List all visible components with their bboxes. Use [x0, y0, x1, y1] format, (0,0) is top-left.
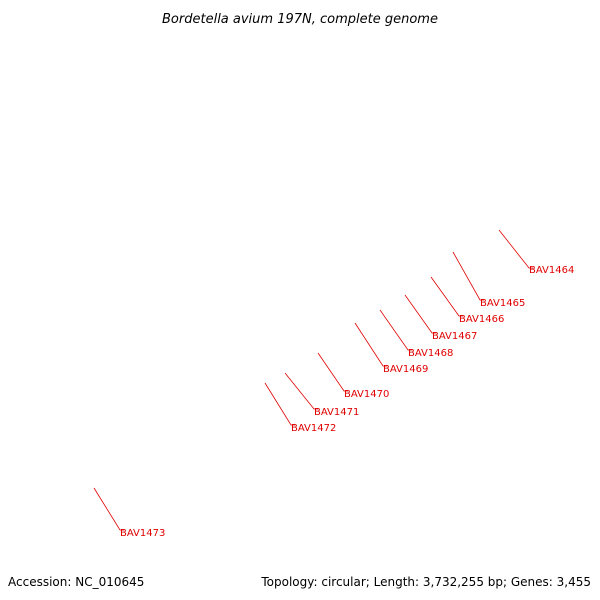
gene-label-bav1470[interactable]: BAV1470: [344, 389, 389, 400]
gene-label-bav1465[interactable]: BAV1465: [480, 298, 525, 309]
leader-line: [93, 487, 124, 531]
gene-label-bav1467[interactable]: BAV1467: [432, 331, 477, 342]
gene-label-bav1466[interactable]: BAV1466: [459, 314, 504, 325]
gene-label-bav1472[interactable]: BAV1472: [291, 423, 336, 434]
leader-line: [452, 251, 484, 301]
leader-line: [317, 352, 348, 392]
gene-labels: BAV1464 BAV1465 BAV1466 BAV1467 BAV1468 …: [120, 265, 574, 539]
gene-label-bav1471[interactable]: BAV1471: [314, 407, 359, 418]
leader-line: [498, 229, 533, 269]
gene-leader-lines: [93, 229, 533, 531]
leader-line: [264, 382, 295, 426]
leader-line: [354, 322, 387, 367]
genome-summary-text: Topology: circular; Length: 3,732,255 bp…: [260, 575, 591, 589]
map-title: Bordetella avium 197N, complete genome: [162, 12, 438, 27]
gene-label-bav1469[interactable]: BAV1469: [383, 364, 428, 375]
leader-line: [404, 294, 436, 334]
gene-label-bav1473[interactable]: BAV1473: [120, 528, 165, 539]
gene-label-bav1464[interactable]: BAV1464: [529, 265, 574, 276]
leader-line: [430, 276, 463, 317]
leader-line: [284, 372, 318, 410]
accession-text: Accession: NC_010645: [8, 575, 144, 589]
gene-label-bav1468[interactable]: BAV1468: [408, 348, 453, 359]
leader-line: [379, 309, 412, 351]
